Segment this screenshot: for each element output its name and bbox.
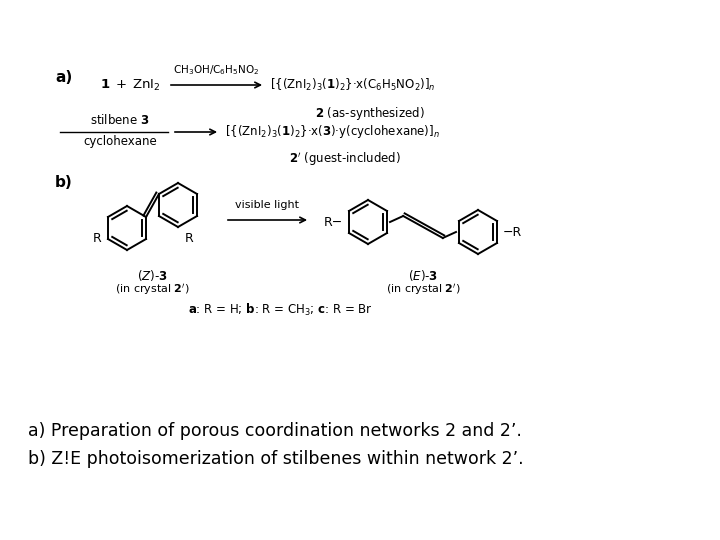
Text: R: R — [184, 232, 194, 245]
Text: b): b) — [55, 175, 73, 190]
Text: visible light: visible light — [235, 200, 299, 210]
Text: cyclohexane: cyclohexane — [83, 135, 157, 148]
Text: $\mathbf{1}$: $\mathbf{1}$ — [100, 78, 110, 91]
Text: stilbene $\mathbf{3}$: stilbene $\mathbf{3}$ — [90, 113, 150, 127]
Text: $(Z)$-$\mathbf{3}$: $(Z)$-$\mathbf{3}$ — [137, 268, 167, 283]
Text: $\mathbf{2'}$ (guest-included): $\mathbf{2'}$ (guest-included) — [289, 150, 401, 167]
Text: (in crystal $\mathbf{2'}$): (in crystal $\mathbf{2'}$) — [386, 282, 460, 297]
Text: −R: −R — [503, 226, 522, 239]
Text: a) Preparation of porous coordination networks 2 and 2’.: a) Preparation of porous coordination ne… — [28, 422, 522, 440]
Text: $\mathbf{a}$: R = H; $\mathbf{b}$: R = CH$_3$; $\mathbf{c}$: R = Br: $\mathbf{a}$: R = H; $\mathbf{b}$: R = C… — [188, 302, 372, 318]
Text: $\mathbf{2}$ (as-synthesized): $\mathbf{2}$ (as-synthesized) — [315, 105, 425, 122]
Text: (in crystal $\mathbf{2'}$): (in crystal $\mathbf{2'}$) — [114, 282, 189, 297]
Text: b) Z!E photoisomerization of stilbenes within network 2’.: b) Z!E photoisomerization of stilbenes w… — [28, 450, 523, 468]
Text: [{(ZnI$_2$)$_3$($\mathbf{1}$)$_2$}·x($\mathbf{3}$)·y(cyclohexane)]$_n$: [{(ZnI$_2$)$_3$($\mathbf{1}$)$_2$}·x($\m… — [225, 124, 440, 140]
Text: a): a) — [55, 70, 72, 85]
Text: $(E)$-$\mathbf{3}$: $(E)$-$\mathbf{3}$ — [408, 268, 438, 283]
Text: CH$_3$OH/C$_6$H$_5$NO$_2$: CH$_3$OH/C$_6$H$_5$NO$_2$ — [173, 63, 259, 77]
Text: $+$: $+$ — [115, 78, 127, 91]
Text: ZnI$_2$: ZnI$_2$ — [132, 77, 161, 92]
Text: [{(ZnI$_2$)$_3$($\mathbf{1}$)$_2$}·x(C$_6$H$_5$NO$_2$)]$_n$: [{(ZnI$_2$)$_3$($\mathbf{1}$)$_2$}·x(C$_… — [270, 77, 436, 93]
Text: R: R — [94, 233, 102, 246]
Text: R−: R− — [324, 215, 343, 228]
